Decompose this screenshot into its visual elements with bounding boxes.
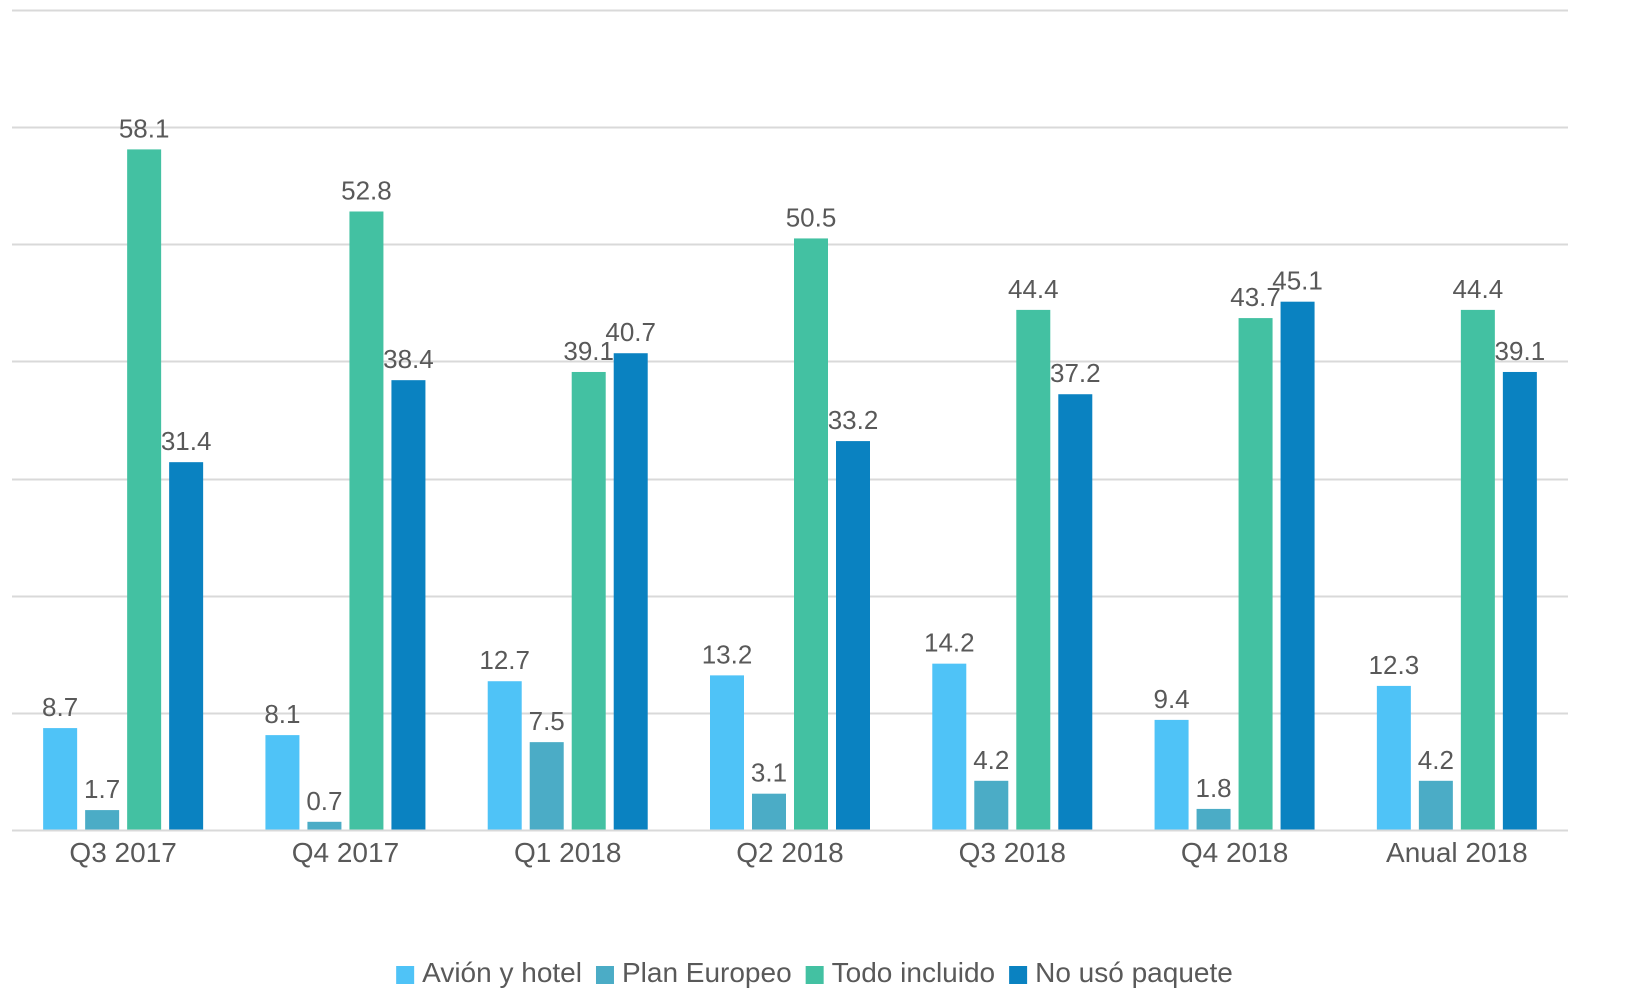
bar: [391, 380, 426, 830]
data-label: 14.2: [924, 628, 975, 658]
data-label: 12.3: [1369, 650, 1420, 680]
legend-item: Todo incluido: [805, 957, 995, 988]
bar: [85, 810, 120, 830]
legend: Avión y hotel Plan Europeo Todo incluido No…: [396, 957, 1233, 988]
data-labels: 8.71.758.131.48.10.752.838.412.77.539.14…: [42, 113, 1545, 815]
bar: [487, 681, 522, 830]
legend-item: Avión y hotel: [396, 957, 582, 988]
bar: [932, 663, 967, 830]
x-axis: Q3 2017 Q4 2017 Q1 2018 Q2 2018 Q3 2018 Q4 20…: [12, 829, 1568, 868]
x-tick-label: Q3 2017: [69, 837, 176, 868]
bar: [836, 441, 870, 830]
bar: [752, 793, 786, 830]
data-label: 4.2: [1418, 745, 1454, 775]
data-label: 43.7: [1230, 282, 1281, 312]
bar: [529, 742, 564, 830]
x-tick-label: Q2 2018: [736, 837, 843, 868]
legend-label: Todo incluido: [832, 957, 995, 988]
bar: [1376, 685, 1411, 830]
data-label: 52.8: [341, 175, 392, 205]
legend-label: No usó paquete: [1035, 957, 1233, 988]
data-label: 4.2: [973, 745, 1009, 775]
data-label: 33.2: [828, 405, 879, 435]
legend-swatch: [595, 966, 614, 984]
bar: [613, 353, 648, 830]
gridlines: [12, 9, 1568, 715]
data-label: 0.7: [306, 786, 342, 816]
data-label: 44.4: [1008, 274, 1059, 304]
data-label: 45.1: [1272, 266, 1323, 296]
data-label: 44.4: [1453, 274, 1504, 304]
bar: [307, 821, 342, 830]
legend-swatch: [805, 966, 824, 984]
data-label: 40.7: [605, 317, 656, 347]
data-label: 8.1: [264, 699, 300, 729]
bar: [43, 728, 78, 830]
bar: [1196, 808, 1231, 830]
bars: [43, 149, 1537, 831]
bar: [1460, 309, 1495, 830]
data-label: 7.5: [529, 706, 565, 736]
data-label: 13.2: [702, 639, 753, 669]
legend-label: Plan Europeo: [622, 957, 792, 988]
data-label: 3.1: [751, 758, 787, 788]
x-tick-label: Q4 2017: [292, 837, 399, 868]
bar: [1238, 318, 1273, 830]
bar: [265, 735, 300, 830]
data-label: 39.1: [1495, 336, 1546, 366]
legend-swatch: [1009, 966, 1028, 984]
data-label: 9.4: [1153, 684, 1189, 714]
data-label: 1.8: [1195, 773, 1231, 803]
data-label: 31.4: [161, 426, 212, 456]
bar: [1016, 309, 1051, 830]
bar: [1280, 301, 1315, 830]
data-label: 12.7: [479, 645, 530, 675]
x-tick-label: Q1 2018: [514, 837, 621, 868]
data-label: 1.7: [84, 774, 120, 804]
data-label: 39.1: [563, 336, 614, 366]
bar: [974, 780, 1009, 830]
bar: [169, 462, 204, 830]
x-tick-label: Anual 2018: [1386, 837, 1528, 868]
bar: [1502, 371, 1537, 830]
x-tick-label: Q4 2018: [1181, 837, 1288, 868]
legend-swatch: [396, 966, 415, 984]
legend-item: Plan Europeo: [595, 957, 792, 988]
legend-label: Avión y hotel: [422, 957, 582, 988]
bar: [1154, 719, 1189, 830]
bar: [349, 211, 384, 831]
data-label: 8.7: [42, 692, 78, 722]
bar: [794, 238, 828, 830]
bar: [1058, 394, 1093, 830]
data-label: 38.4: [383, 344, 434, 374]
bar: [710, 675, 744, 830]
x-tick-label: Q3 2018: [959, 837, 1066, 868]
bar: [1418, 780, 1453, 830]
data-label: 58.1: [119, 113, 170, 143]
data-label: 50.5: [786, 202, 837, 232]
legend-item: No usó paquete: [1009, 957, 1233, 988]
bar: [127, 149, 162, 830]
data-label: 37.2: [1050, 358, 1101, 388]
bar: [571, 371, 606, 830]
